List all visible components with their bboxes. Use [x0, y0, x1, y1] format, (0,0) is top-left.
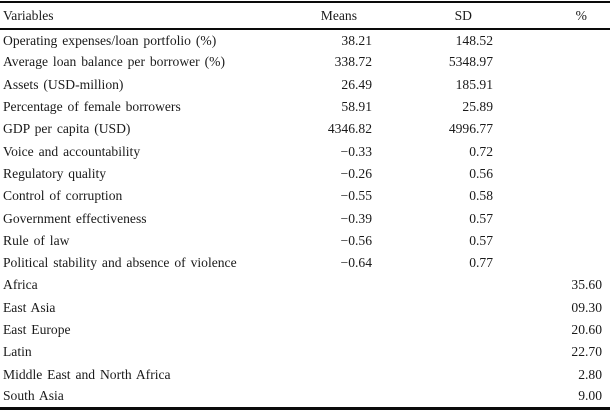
cell-means — [310, 319, 372, 341]
table-row: Rule of law −0.56 0.57 — [0, 230, 610, 252]
cell-means — [310, 341, 372, 363]
cell-sd — [372, 341, 493, 363]
cell-percent — [493, 29, 610, 51]
cell-variable: Regulatory quality — [3, 165, 107, 181]
table-row: Africa 35.60 — [0, 274, 610, 296]
cell-sd — [372, 386, 493, 408]
table-row: Political stability and absence of viole… — [0, 252, 610, 274]
table-row: Latin 22.70 — [0, 341, 610, 363]
cell-means — [310, 363, 372, 385]
cell-percent — [493, 51, 610, 73]
cell-percent: 22.70 — [571, 344, 602, 360]
cell-sd: 185.91 — [455, 76, 493, 92]
column-header-means: Means — [320, 7, 357, 23]
cell-sd — [372, 319, 493, 341]
cell-percent — [493, 163, 610, 185]
cell-means: −0.55 — [340, 188, 372, 204]
cell-sd: 0.57 — [469, 210, 493, 226]
table-row: GDP per capita (USD) 4346.82 4996.77 — [0, 118, 610, 140]
cell-variable: Voice and accountability — [3, 143, 141, 159]
cell-variable: Government effectiveness — [3, 210, 147, 226]
cell-sd: 4996.77 — [448, 121, 493, 137]
cell-variable: Average loan balance per borrower (%) — [3, 54, 225, 70]
cell-percent: 2.80 — [578, 366, 602, 382]
cell-means: −0.26 — [340, 165, 372, 181]
cell-means: 4346.82 — [327, 121, 372, 137]
cell-percent — [493, 118, 610, 140]
cell-variable: Control of corruption — [3, 188, 123, 204]
cell-sd: 0.56 — [469, 165, 493, 181]
cell-variable: Percentage of female borrowers — [3, 99, 181, 115]
column-header-sd: SD — [454, 7, 472, 23]
cell-percent — [493, 252, 610, 274]
cell-percent: 9.00 — [578, 388, 602, 404]
cell-sd: 148.52 — [455, 32, 493, 48]
column-header-variables: Variables — [3, 7, 54, 23]
cell-sd: 0.72 — [469, 143, 493, 159]
table-row: Control of corruption −0.55 0.58 — [0, 185, 610, 207]
cell-variable: Operating expenses/loan portfolio (%) — [3, 32, 217, 48]
cell-sd: 25.89 — [462, 99, 493, 115]
table-row: Voice and accountability −0.33 0.72 — [0, 140, 610, 162]
cell-percent — [493, 96, 610, 118]
cell-sd: 0.57 — [469, 232, 493, 248]
table-body: Operating expenses/loan portfolio (%) 38… — [0, 29, 610, 409]
cell-sd — [372, 274, 493, 296]
table-row: East Asia 09.30 — [0, 297, 610, 319]
table-row: East Europe 20.60 — [0, 319, 610, 341]
header-row: Variables Means SD % — [0, 2, 610, 29]
cell-means: 38.21 — [341, 32, 372, 48]
cell-variable: GDP per capita (USD) — [3, 121, 131, 137]
table-header: Variables Means SD % — [0, 2, 610, 29]
cell-variable: Assets (USD-million) — [3, 76, 124, 92]
cell-means — [310, 386, 372, 408]
table-row: Operating expenses/loan portfolio (%) 38… — [0, 29, 610, 51]
cell-sd: 0.77 — [469, 255, 493, 271]
cell-variable: Rule of law — [3, 232, 70, 248]
cell-variable: Political stability and absence of viole… — [3, 255, 237, 271]
summary-statistics-table: Variables Means SD % Operating expenses/… — [0, 1, 610, 410]
cell-percent: 09.30 — [571, 299, 602, 315]
table-row: Assets (USD-million) 26.49 185.91 — [0, 74, 610, 96]
cell-means — [310, 297, 372, 319]
cell-percent: 20.60 — [571, 322, 602, 337]
table-row: Percentage of female borrowers 58.91 25.… — [0, 96, 610, 118]
table-row: Government effectiveness −0.39 0.57 — [0, 207, 610, 229]
cell-means: −0.64 — [340, 255, 372, 271]
cell-sd — [372, 297, 493, 319]
table-row: Regulatory quality −0.26 0.56 — [0, 163, 610, 185]
cell-percent — [493, 207, 610, 229]
cell-sd: 0.58 — [469, 188, 493, 204]
cell-percent — [493, 185, 610, 207]
cell-percent — [493, 74, 610, 96]
cell-means: −0.33 — [340, 143, 372, 159]
cell-means: −0.39 — [340, 210, 372, 226]
cell-variable: East Asia — [3, 299, 56, 315]
cell-sd — [372, 363, 493, 385]
cell-percent — [493, 230, 610, 252]
cell-variable: Middle East and North Africa — [3, 366, 171, 382]
cell-variable: East Europe — [3, 322, 71, 337]
cell-means: 338.72 — [334, 54, 372, 70]
cell-means: −0.56 — [340, 232, 372, 248]
table-row: Middle East and North Africa 2.80 — [0, 363, 610, 385]
cell-variable: South Asia — [3, 388, 64, 404]
cell-means: 26.49 — [341, 76, 372, 92]
table-row: Average loan balance per borrower (%) 33… — [0, 51, 610, 73]
cell-sd: 5348.97 — [448, 54, 493, 70]
column-header-percent: % — [575, 7, 587, 23]
cell-percent — [493, 140, 610, 162]
cell-means — [310, 274, 372, 296]
cell-variable: Latin — [3, 344, 32, 360]
cell-means: 58.91 — [341, 99, 372, 115]
table-row: South Asia 9.00 — [0, 386, 610, 409]
cell-percent: 35.60 — [571, 277, 602, 293]
cell-variable: Africa — [3, 277, 38, 293]
